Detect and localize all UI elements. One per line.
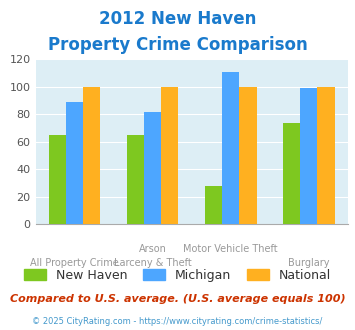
Bar	[144, 112, 161, 224]
Legend: New Haven, Michigan, National: New Haven, Michigan, National	[19, 264, 336, 287]
Bar	[83, 87, 100, 224]
Bar	[161, 87, 179, 224]
Text: 2012 New Haven: 2012 New Haven	[99, 10, 256, 28]
Text: Arson: Arson	[139, 244, 166, 254]
Bar	[222, 72, 239, 224]
Text: Burglary: Burglary	[288, 258, 329, 268]
Bar	[66, 102, 83, 224]
Bar	[205, 186, 222, 224]
Bar	[317, 87, 335, 224]
Text: Larceny & Theft: Larceny & Theft	[114, 258, 192, 268]
Text: Motor Vehicle Theft: Motor Vehicle Theft	[184, 244, 278, 254]
Text: Property Crime Comparison: Property Crime Comparison	[48, 36, 307, 54]
Bar	[283, 123, 300, 224]
Bar	[127, 135, 144, 224]
Text: All Property Crime: All Property Crime	[30, 258, 119, 268]
Bar	[239, 87, 257, 224]
Text: © 2025 CityRating.com - https://www.cityrating.com/crime-statistics/: © 2025 CityRating.com - https://www.city…	[32, 317, 323, 326]
Text: Compared to U.S. average. (U.S. average equals 100): Compared to U.S. average. (U.S. average …	[10, 294, 345, 304]
Bar	[49, 135, 66, 224]
Bar	[300, 88, 317, 224]
